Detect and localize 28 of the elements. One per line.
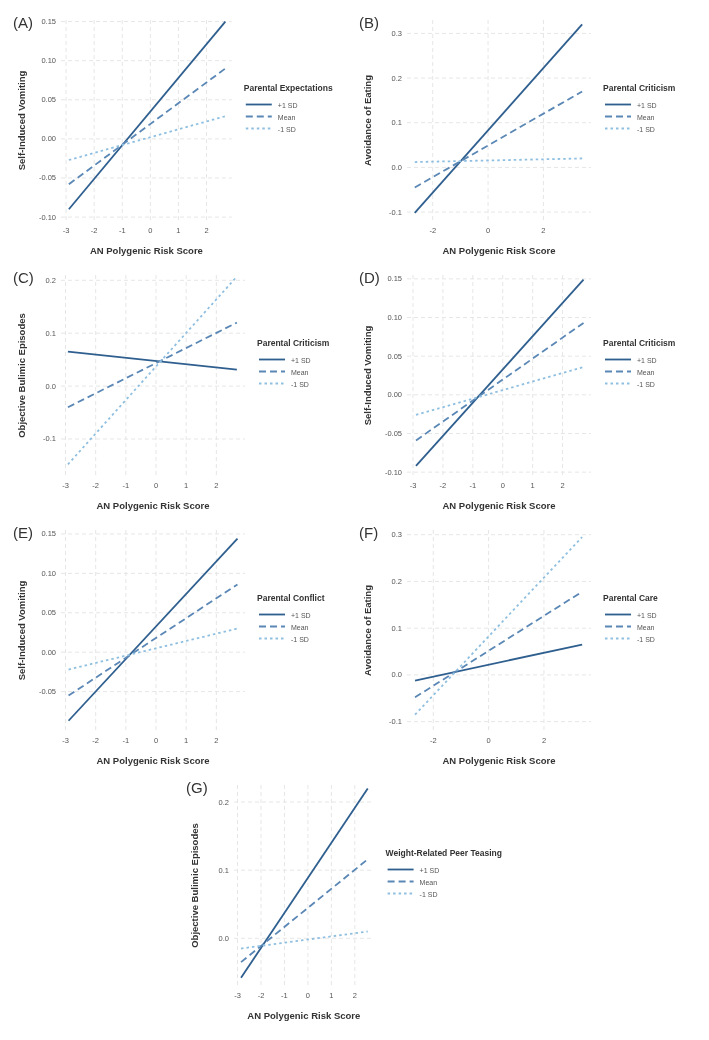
y-axis-title: Avoidance of Eating <box>361 74 373 166</box>
x-axis-title: AN Polygenic Risk Score <box>442 245 555 256</box>
x-axis-title: AN Polygenic Risk Score <box>96 755 209 766</box>
y-axis-title: Objective Bulimic Episodes <box>188 823 200 948</box>
chart-title: (D) <box>358 269 380 286</box>
legend-title: Parental Criticism <box>256 337 330 348</box>
legend-title: Parental Care <box>602 592 658 603</box>
legend-title: Parental Criticism <box>602 337 676 348</box>
legend-title: Parental Criticism <box>602 82 676 93</box>
chart-title: (A) <box>12 14 33 31</box>
legend-title: Weight-Related Peer Teasing <box>385 847 502 858</box>
y-axis-title: Objective Bulimic Episodes <box>15 313 27 438</box>
x-axis-title: AN Polygenic Risk Score <box>246 1010 360 1021</box>
y-axis-title: Self-Induced Vomiting <box>361 325 373 426</box>
x-axis-title: AN Polygenic Risk Score <box>89 245 203 256</box>
legend-title: Parental Expectations <box>243 82 333 93</box>
chart-title: (C) <box>12 269 34 286</box>
y-axis-title: Self-Induced Vomiting <box>15 580 27 681</box>
x-axis-title: AN Polygenic Risk Score <box>96 500 209 511</box>
legend-title: Parental Conflict <box>256 592 325 603</box>
x-axis-title: AN Polygenic Risk Score <box>442 500 555 511</box>
chart-title: (G) <box>185 779 208 796</box>
chart-title: (F) <box>358 524 378 541</box>
y-axis-title: Avoidance of Eating <box>361 584 373 676</box>
chart-title: (E) <box>12 524 33 541</box>
chart-title: (B) <box>358 14 379 31</box>
y-axis-title: Self-Induced Vomiting <box>15 70 27 171</box>
x-axis-title: AN Polygenic Risk Score <box>442 755 555 766</box>
